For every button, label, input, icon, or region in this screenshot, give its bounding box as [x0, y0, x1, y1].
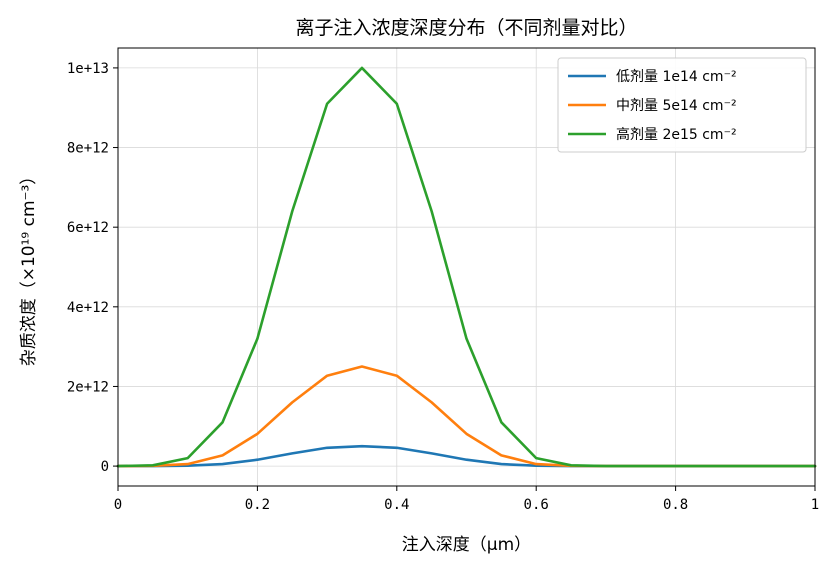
- y-tick-label: 8e+12: [67, 141, 109, 157]
- series-group: [116, 66, 817, 468]
- axis-ticks: 0 0.2 0.4 0.6 0.8 1 0 2e+12 4e+12 6e+12 8e+12 1e+13: [67, 61, 819, 513]
- legend-label: 高剂量 2e15 cm⁻²: [616, 126, 737, 143]
- x-tick-label: 0.4: [384, 497, 409, 513]
- y-tick-label: 1e+13: [67, 61, 109, 77]
- x-tick-label: 0.6: [524, 497, 549, 513]
- x-tick-label: 0: [114, 497, 122, 513]
- y-axis-title: 杂质浓度（×10¹⁹ cm⁻³）: [19, 168, 39, 367]
- y-tick-label: 2e+12: [67, 379, 109, 395]
- y-tick-label: 4e+12: [67, 300, 109, 316]
- x-tick-label: 0.8: [663, 497, 688, 513]
- chart-title: 离子注入浓度深度分布（不同剂量对比）: [295, 17, 637, 39]
- plot-frame: [117, 47, 816, 487]
- y-tick-label: 6e+12: [67, 220, 109, 236]
- x-axis-title: 注入深度（μm）: [402, 535, 531, 555]
- x-tick-label: 0.2: [245, 497, 270, 513]
- y-tick-label: 0: [101, 459, 109, 475]
- legend-label: 低剂量 1e14 cm⁻²: [616, 69, 737, 85]
- series-line-3: [116, 66, 817, 468]
- legend-box: [557, 57, 807, 153]
- legend: 低剂量 1e14 cm⁻² 中剂量 5e14 cm⁻² 高剂量 2e15 cm⁻²: [557, 57, 807, 153]
- x-tick-label: 1: [811, 497, 819, 513]
- legend-label: 中剂量 5e14 cm⁻²: [616, 98, 737, 114]
